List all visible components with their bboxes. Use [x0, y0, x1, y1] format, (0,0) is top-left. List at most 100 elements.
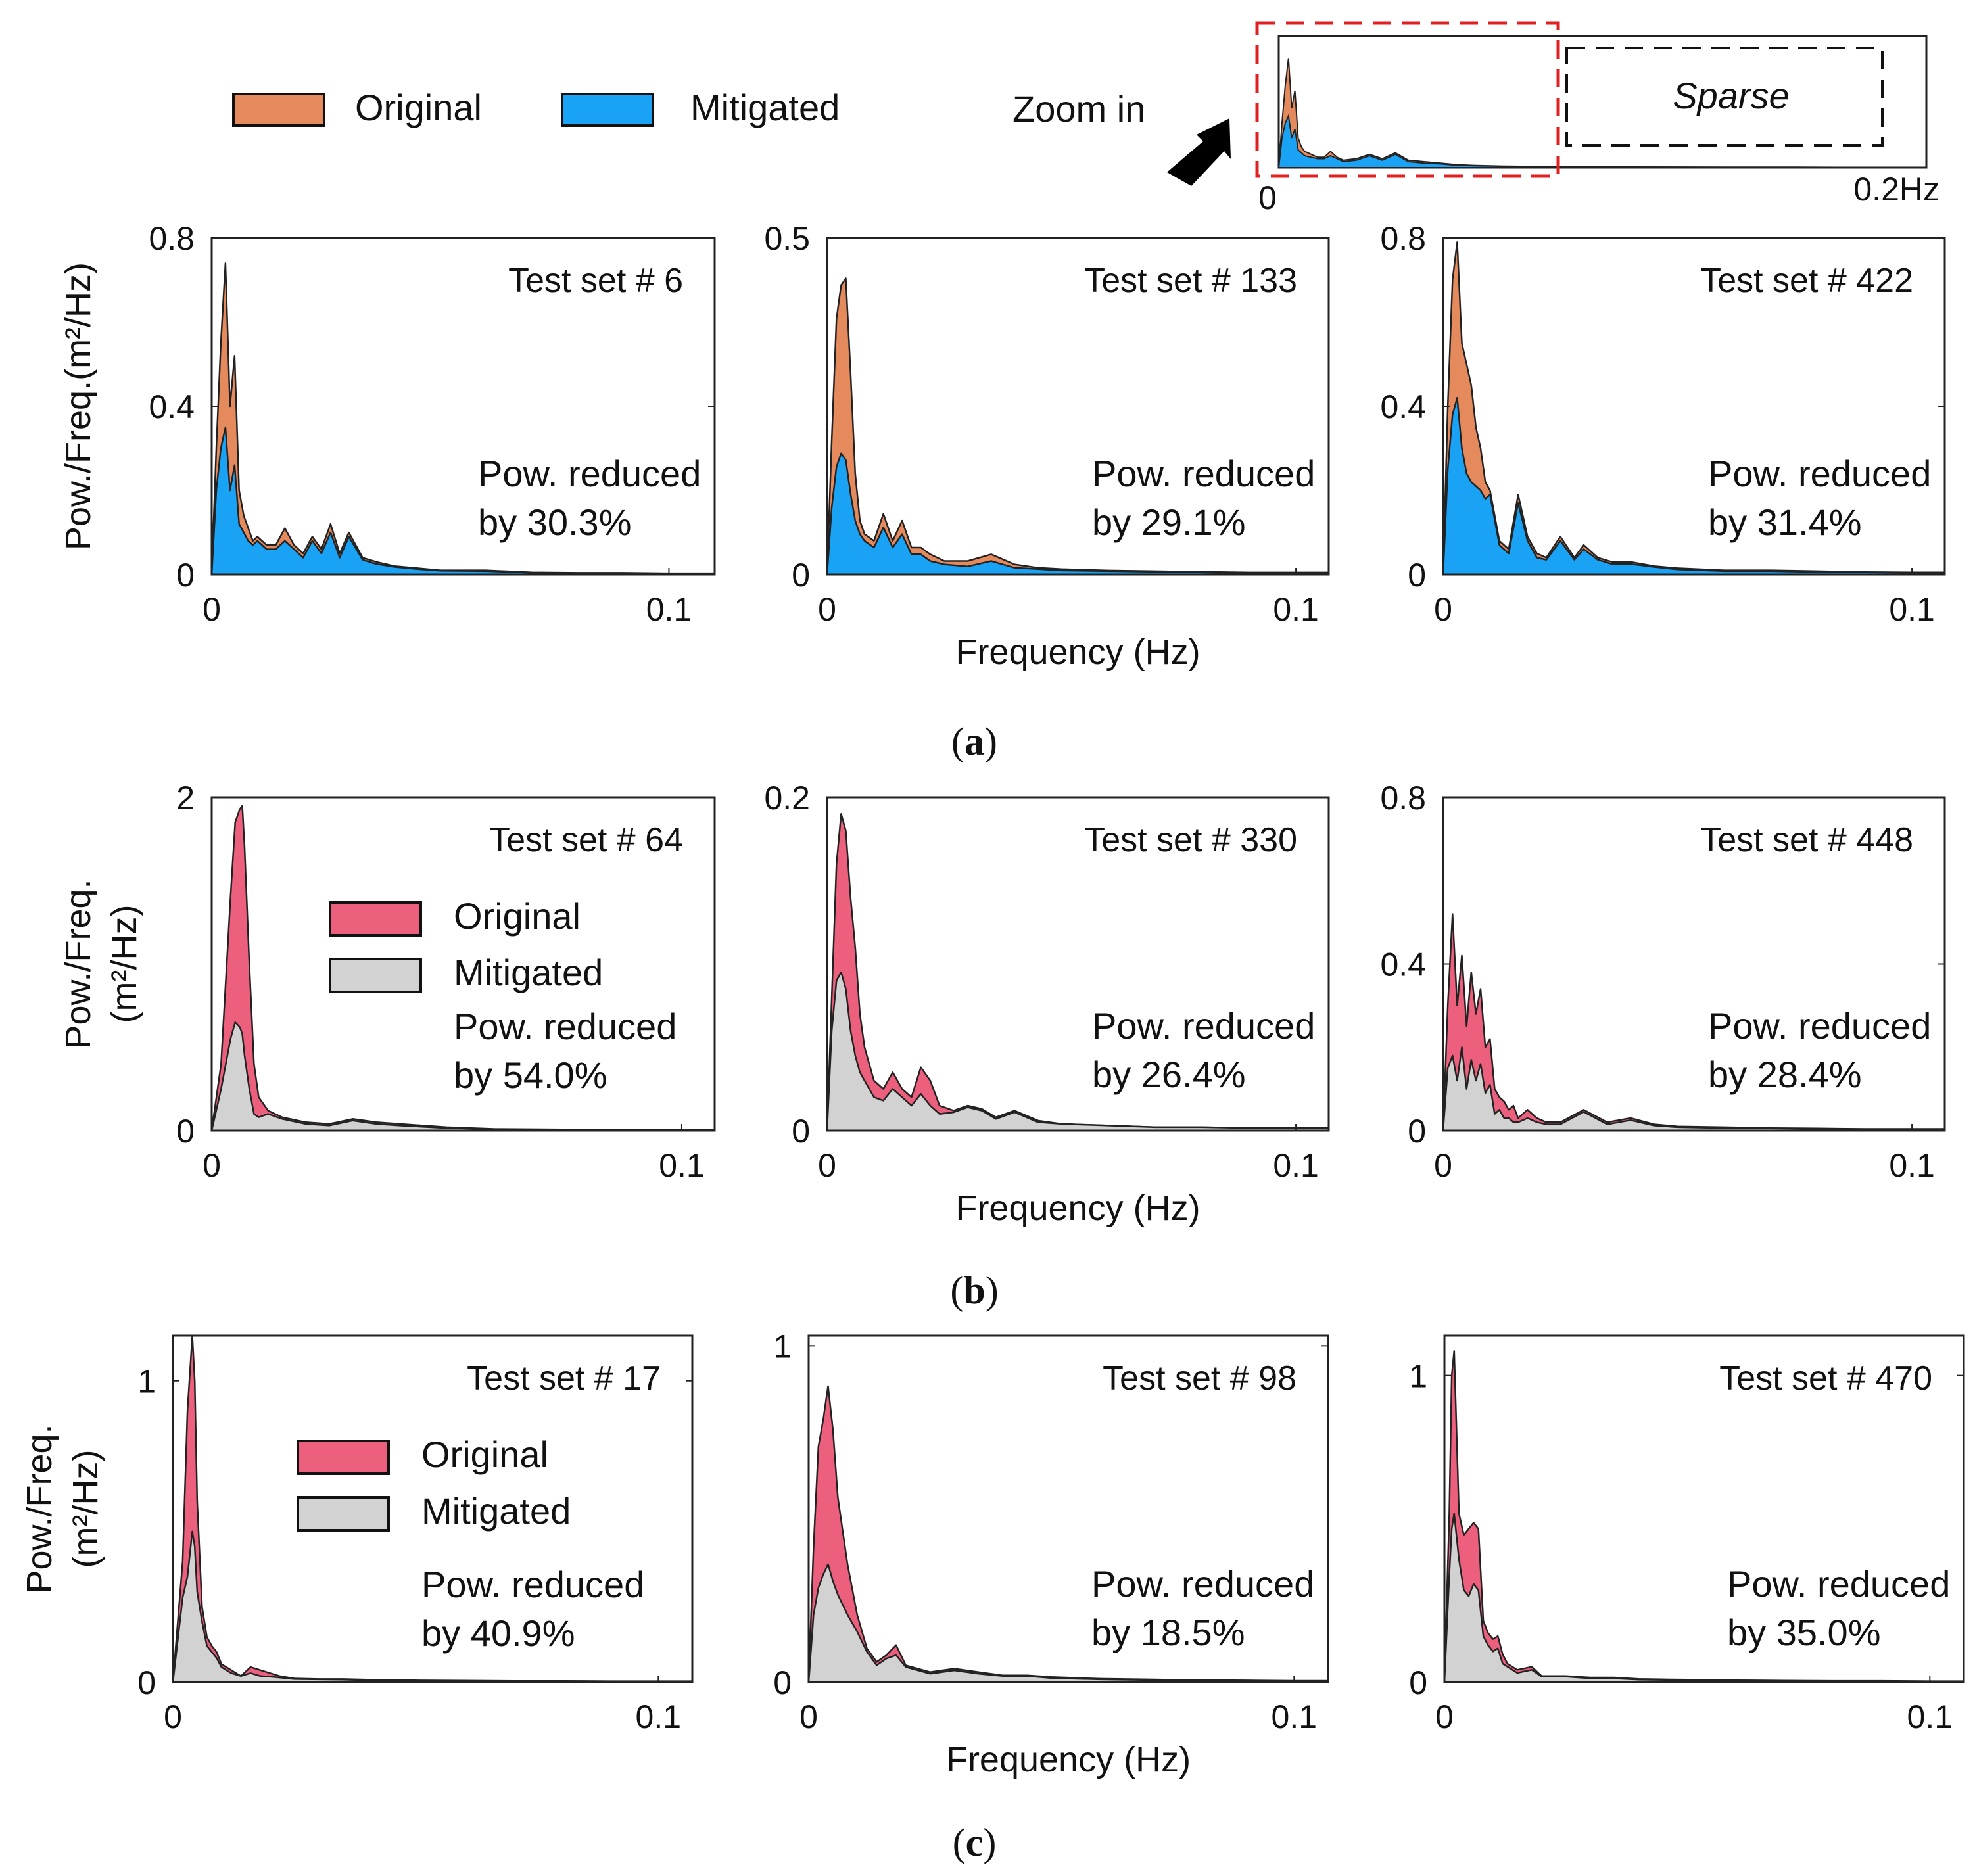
note-line-1: Pow. reduced — [1092, 1005, 1315, 1046]
y-tick-label: 0.8 — [1380, 780, 1426, 816]
legend-swatch-original — [329, 901, 422, 937]
zoom-x1-label: 0.2Hz — [1853, 171, 1939, 208]
area-mitigated-b3 — [1443, 1046, 1945, 1131]
x-tick-label: 0.1 — [636, 1699, 682, 1735]
plot-background — [1444, 1336, 1964, 1682]
legend-swatch-original — [297, 1440, 390, 1475]
y-tick-label: 0 — [176, 1113, 195, 1150]
y-tick-label: 0 — [137, 1664, 156, 1701]
plot-frame — [172, 1334, 694, 1683]
note-line-1: Pow. reduced — [1727, 1563, 1950, 1605]
subplot-title: Test set # 133 — [1084, 262, 1297, 300]
subplot-title: Test set # 470 — [1719, 1359, 1932, 1397]
x-tick-label: 0.1 — [1907, 1699, 1953, 1735]
subplot-a2: 0 0.5 0 0.1 Test set # 133 Pow. reduced by 29.… — [764, 220, 1330, 672]
panels: 0 0.4 0.8 0 0.1 Test set # 6 Pow. reduced by 30… — [20, 220, 1965, 1779]
note-line-2: by 18.5% — [1091, 1612, 1245, 1653]
legend-swatch-mitigated — [297, 1496, 390, 1532]
area-series-group — [809, 1385, 1328, 1682]
zoom-plot — [1277, 58, 1927, 168]
x-tick-label: 0.1 — [1273, 1147, 1319, 1184]
y-tick-label: 2 — [176, 780, 195, 816]
x-axis-title: Frequency (Hz) — [955, 632, 1200, 672]
subplot-title: Test set # 17 — [467, 1359, 661, 1397]
subplot-title: Test set # 422 — [1700, 262, 1913, 300]
area-mitigated-b2 — [827, 971, 1329, 1131]
note-line-1: Pow. reduced — [1092, 453, 1315, 494]
x-axis-title: Frequency (Hz) — [946, 1740, 1191, 1779]
subplot-a1: 0 0.4 0.8 0 0.1 Test set # 6 Pow. reduced by 30… — [59, 220, 716, 628]
x-tick-label: 0 — [1435, 1699, 1454, 1735]
plot-background — [212, 238, 715, 575]
subplot-c1: 0 1 0 0.1 Test set # 17 Original Mitigated Pow.… — [20, 1334, 694, 1735]
x-tick-label: 0.1 — [659, 1147, 705, 1184]
note-line-1: Pow. reduced — [478, 453, 701, 494]
x-axis-title: Frequency (Hz) — [955, 1188, 1200, 1228]
area-series-group — [1443, 913, 1945, 1131]
note-line-2: by 29.1% — [1092, 502, 1246, 543]
y-axis-title-line-2: (m²/Hz) — [66, 1450, 105, 1568]
y-tick-label: 0.4 — [1380, 947, 1426, 983]
note-line-1: Pow. reduced — [454, 1006, 677, 1047]
y-tick-label: 1 — [1409, 1358, 1427, 1395]
sparse-region-box — [1565, 47, 1884, 147]
subplot-b2: 0 0.2 0 0.1 Test set # 330 Pow. reduced by 26.… — [764, 780, 1330, 1228]
subplot-b3: 0 0.4 0.8 0 0.1 Test set # 448 Pow. reduced by … — [1380, 780, 1946, 1184]
plot-frame — [826, 237, 1330, 576]
x-tick-label: 0 — [1434, 1147, 1452, 1184]
plot-background — [1443, 797, 1945, 1131]
plot-background — [827, 797, 1329, 1131]
y-tick-label: 0 — [773, 1664, 792, 1701]
y-tick-label: 0.8 — [1380, 220, 1426, 257]
note-line-1: Pow. reduced — [421, 1564, 644, 1605]
subplot-title: Test set # 6 — [508, 262, 683, 300]
note-line-2: by 40.9% — [421, 1612, 575, 1654]
legend-label-mitigated: Mitigated — [690, 87, 840, 128]
area-mitigated-a1 — [212, 426, 715, 575]
note-line-2: by 30.3% — [478, 502, 632, 543]
y-axis-title-line-1: Pow./Freq. — [59, 879, 98, 1048]
x-tick-label: 0 — [202, 1147, 221, 1184]
x-tick-label: 0 — [818, 591, 836, 628]
note-line-2: by 26.4% — [1092, 1054, 1246, 1095]
caption-c: (c) — [953, 1821, 997, 1864]
legend-label-original: Original — [421, 1434, 548, 1475]
y-axis-title-line-1: Pow./Freq. — [20, 1424, 59, 1593]
y-tick-label: 0.8 — [149, 220, 195, 257]
y-tick-label: 1 — [773, 1328, 792, 1365]
area-mitigated-a3 — [1443, 396, 1945, 575]
y-tick-label: 0.5 — [764, 220, 810, 257]
note-line-2: by 54.0% — [454, 1054, 607, 1096]
x-tick-label: 0.1 — [1272, 1699, 1318, 1735]
zoom-x0-label: 0 — [1258, 179, 1277, 216]
subplot-a3: 0 0.4 0.8 0 0.1 Test set # 422 Pow. reduced by … — [1380, 220, 1946, 628]
y-axis-title: Pow./Freq.(m²/Hz) — [59, 262, 98, 550]
plot-frame — [807, 1334, 1329, 1683]
subplot-b1: 0 2 0 0.1 Test set # 64 Original Mitigated Pow.… — [59, 780, 716, 1184]
subplot-c2: 0 1 0 0.1 Test set # 98 Pow. reduced by 18.5% F… — [773, 1328, 1329, 1779]
y-tick-label: 1 — [137, 1363, 156, 1400]
y-tick-label: 0 — [1409, 1664, 1427, 1701]
subplot-c3: 0 1 0 0.1 Test set # 470 Pow. reduced by 35.0% — [1409, 1334, 1965, 1735]
caption-b: (b) — [950, 1269, 998, 1312]
subplot-title: Test set # 330 — [1084, 821, 1297, 859]
x-tick-label: 0 — [1434, 591, 1452, 628]
subplot-title: Test set # 64 — [489, 821, 683, 859]
area-mitigated-c2 — [809, 1563, 1328, 1682]
plot-frame — [1443, 1334, 1965, 1683]
legend-swatch-mitigated — [329, 958, 422, 993]
x-tick-label: 0.1 — [646, 591, 692, 628]
subplot-title: Test set # 98 — [1103, 1359, 1297, 1397]
zoom-area-mitigated — [1277, 113, 1927, 168]
y-tick-label: 0 — [792, 1113, 810, 1150]
y-tick-label: 0.4 — [149, 388, 195, 425]
note-line-2: by 35.0% — [1727, 1612, 1881, 1653]
plot-background — [1443, 238, 1945, 575]
subplot-title: Test set # 448 — [1700, 821, 1913, 859]
x-tick-label: 0.1 — [1889, 1147, 1935, 1184]
plot-background — [173, 1336, 692, 1682]
caption-a: (a) — [951, 720, 997, 763]
y-tick-label: 0.4 — [1380, 388, 1426, 425]
area-series-group — [827, 277, 1329, 575]
